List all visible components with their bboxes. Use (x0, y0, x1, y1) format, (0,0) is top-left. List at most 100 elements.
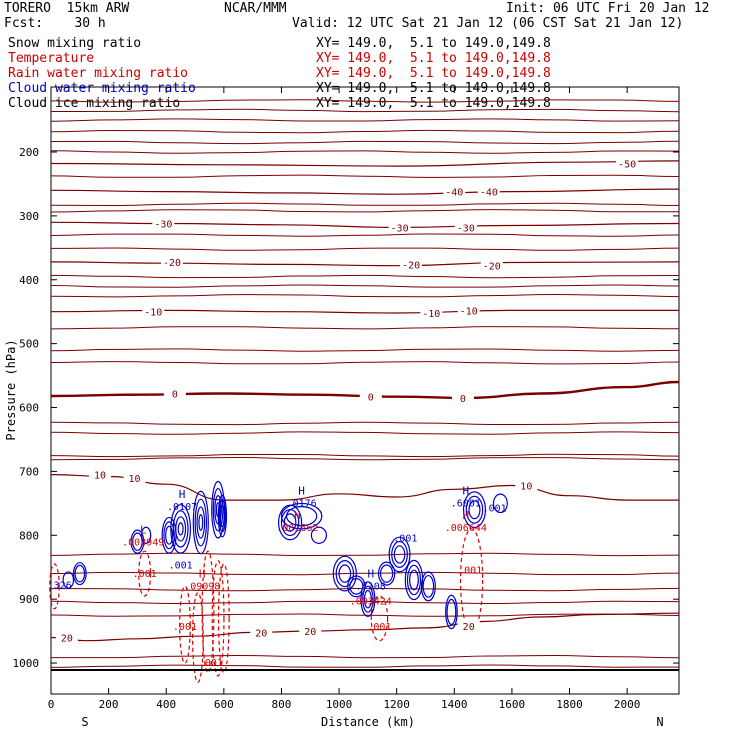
contour-value-label: .001 (133, 569, 157, 580)
x-axis-title: Distance (km) (321, 715, 415, 729)
y-tick-label: 200 (19, 146, 39, 159)
cloud-water-contour (363, 589, 372, 609)
extremum-value: .09098 (184, 582, 220, 593)
isotherm-label: 10 (520, 481, 532, 492)
isotherm--30 (50, 221, 680, 229)
isotherm-label-bg (616, 157, 639, 169)
cloud-water-contour (391, 540, 408, 569)
extremum-mark: H (298, 485, 305, 498)
isotherm-10 (50, 474, 679, 501)
cloud-water-contour (377, 561, 396, 586)
field-cloud-water-xy: XY= 149.0, 5.1 to 149.0,149.8 (316, 81, 551, 96)
cloud-water-contour (465, 495, 484, 524)
extremum-value: .326 (48, 580, 72, 591)
rain-water-contour (179, 585, 191, 664)
rain-water-contour (459, 528, 484, 632)
isotherm-label: -30 (154, 220, 172, 231)
cloud-water-contour (388, 536, 411, 573)
isotherm-label-bg (163, 387, 186, 399)
cloud-water-contour (196, 506, 206, 539)
isotherm-line (50, 571, 680, 576)
cloud-water-contour (420, 571, 436, 602)
cloud-water-contour (72, 562, 87, 586)
x-tick-label: 2000 (614, 698, 641, 711)
x-tick-label: 600 (214, 698, 234, 711)
extremum-mark: H (179, 488, 186, 501)
isotherm-label-bg (250, 626, 273, 638)
isotherm-line (50, 348, 680, 352)
cloud-water-contour (212, 487, 224, 532)
isotherm-0 (50, 380, 680, 400)
isotherm-label-bg (299, 625, 322, 637)
extremum-mark: H (463, 509, 470, 522)
cloud-water-contour (338, 564, 352, 583)
x-tick-label: 1600 (499, 698, 526, 711)
cloud-water-contour (406, 564, 422, 596)
y-tick-label: 600 (19, 402, 39, 415)
extremum-value: .7108 (356, 582, 386, 593)
isotherm-label: 0 (368, 393, 374, 404)
x-tick-label: 800 (272, 698, 292, 711)
cloud-water-contour (335, 560, 355, 588)
cloud-water-contour (462, 491, 487, 529)
cloud-water-contour (194, 498, 208, 547)
cloud-water-contour (332, 555, 357, 592)
cloud-water-contour (170, 504, 192, 554)
rain-water-contour (49, 563, 60, 610)
extremum-mark: H (367, 568, 374, 581)
isotherm-label-bg (443, 185, 466, 197)
isotherm-line (50, 174, 680, 178)
isotherm--50 (50, 160, 680, 167)
contour-value-label: .001 (173, 622, 197, 633)
isotherm-line (50, 326, 680, 330)
isotherm-label-bg (359, 390, 382, 402)
cloud-water-contour (445, 594, 458, 630)
isotherm-label: -30 (391, 223, 409, 234)
isotherm-line (50, 140, 680, 145)
y-tick-label: 900 (19, 593, 39, 606)
model-name: TORERO 15km ARW (4, 1, 130, 16)
cloud-water-contour (198, 514, 204, 531)
isotherm-line (50, 233, 680, 237)
isotherm-line (50, 293, 680, 298)
field-snow-xy: XY= 149.0, 5.1 to 149.0,149.8 (316, 36, 551, 51)
x-tick-label: 1800 (556, 698, 583, 711)
isotherm--20 (50, 261, 680, 267)
extremum-mark: L (140, 524, 147, 537)
y-tick-label: 700 (19, 465, 39, 478)
cloud-water-contour (492, 493, 508, 514)
isotherm-label: 0 (460, 394, 466, 405)
isotherm-line (50, 129, 680, 134)
cloud-water-contour (177, 522, 184, 536)
extremum-value: .006644 (445, 523, 487, 534)
isotherm-label-bg (160, 255, 183, 267)
isotherm-line (50, 456, 680, 461)
cloud-water-contour (218, 499, 227, 533)
south-label: S (81, 715, 88, 729)
isotherm-line (50, 284, 680, 288)
rain-water-contour (192, 592, 204, 683)
isotherm-label-bg (152, 217, 175, 229)
isotherm-label: -20 (402, 260, 420, 271)
cloud-water-contour (347, 575, 366, 598)
isotherm-label: -30 (457, 223, 475, 234)
cloud-water-contour (360, 581, 376, 618)
extremum-value: .0107 (167, 502, 197, 513)
isotherm-label-bg (123, 471, 146, 483)
rain-water-contour (201, 550, 215, 674)
forecast-hour: Fcst: 30 h (4, 16, 106, 31)
isotherm-label: -40 (445, 188, 463, 199)
rain-water-contour (217, 563, 230, 674)
cloud-water-contour (393, 545, 406, 564)
cloud-water-contour (165, 525, 174, 545)
field-cloud-ice-label: Cloud ice mixing ratio (8, 96, 181, 111)
isotherm-label-bg (420, 306, 443, 318)
cloud-water-contour (217, 494, 228, 538)
isotherm-label: 10 (94, 471, 106, 482)
init-time: Init: 06 UTC Fri 20 Jan 12 (506, 1, 710, 16)
cloud-water-contour (175, 516, 187, 542)
isotherm-line (50, 361, 680, 365)
isotherm-label: -10 (422, 309, 440, 320)
extremum-value: .001662 (276, 523, 318, 534)
y-tick-label: 800 (19, 529, 39, 542)
